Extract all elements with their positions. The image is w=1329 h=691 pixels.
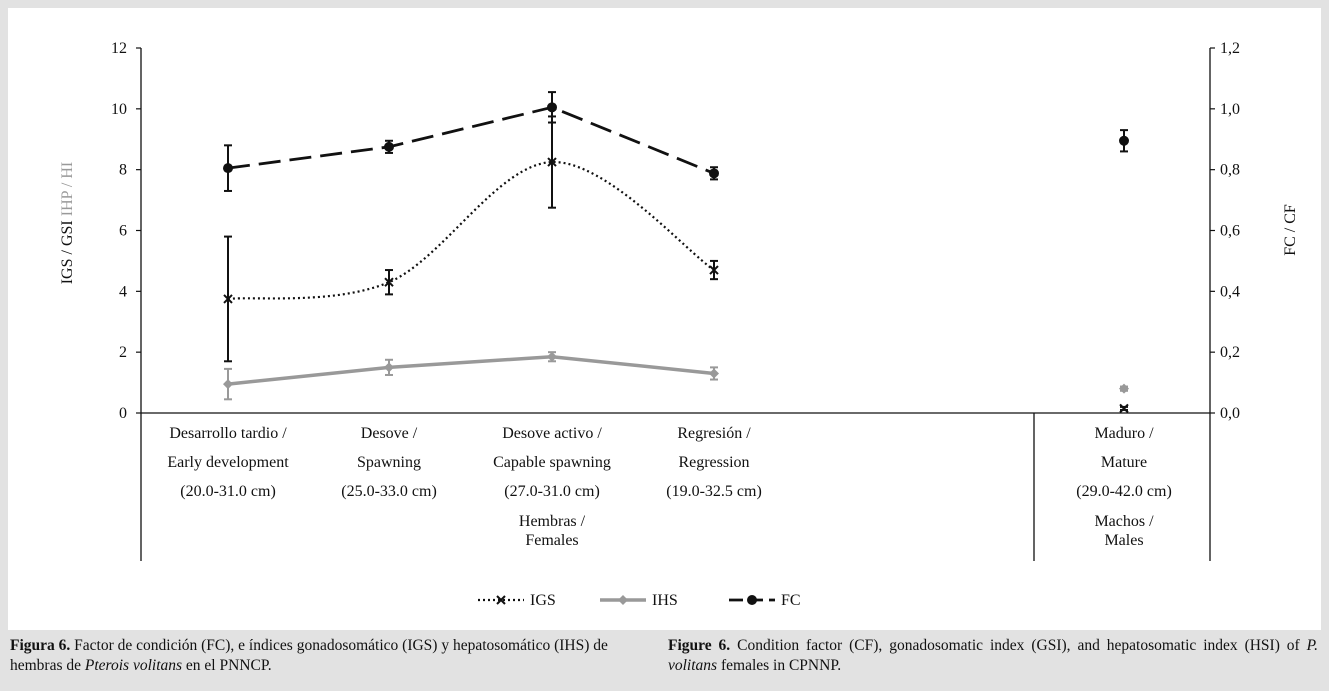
category-label-line1: Maduro / xyxy=(1094,425,1154,442)
category-label-line1: Desove / xyxy=(361,425,418,442)
category-label-line1: Desove activo / xyxy=(502,425,602,442)
category-label-line3: (20.0-31.0 cm) xyxy=(180,483,276,500)
ihs-point xyxy=(223,379,233,390)
left-tick-label: 12 xyxy=(111,40,127,57)
fc-point xyxy=(223,163,233,174)
igs-point xyxy=(547,157,557,167)
chart: 0 2 4 6 8 10 12 0,0 0,2 0,4 0,6 0,8 1,0 1,2 IGS / GSI … xyxy=(59,40,1299,609)
left-tick-label: 10 xyxy=(111,101,127,118)
caption-en-text2: females in CPNNP. xyxy=(717,657,842,674)
fc-point xyxy=(384,141,394,152)
right-tick-label: 1,2 xyxy=(1220,40,1240,57)
igs-point xyxy=(384,277,394,287)
igs-point xyxy=(709,265,719,275)
group-label-line1: Hembras / xyxy=(519,513,586,530)
category-label-line2: Capable spawning xyxy=(493,454,611,471)
category-label-line3: (19.0-32.5 cm) xyxy=(666,483,762,500)
category-label-line1: Regresión / xyxy=(677,425,751,442)
caption-en-text1: Condition factor (CF), gonadosomatic ind… xyxy=(730,637,1307,654)
legend-ihs-label: IHS xyxy=(652,592,678,609)
fc-point xyxy=(709,168,719,179)
right-tick-label: 0,0 xyxy=(1220,405,1240,422)
igs-point xyxy=(223,294,233,304)
right-tick-label: 1,0 xyxy=(1220,101,1240,118)
caption-es-text2: en el PNNCP. xyxy=(182,657,272,674)
right-tick-label: 0,2 xyxy=(1220,344,1240,361)
caption-en-species: P. volitans xyxy=(668,637,1319,674)
caption-es-label: Figura 6. xyxy=(10,637,71,654)
category-label-line2: Early development xyxy=(167,454,289,471)
group-label-line1: Machos / xyxy=(1094,513,1154,530)
fc-male-point xyxy=(1119,135,1129,146)
caption-es-species: Pterois volitans xyxy=(84,657,183,674)
group-label-line2: Females xyxy=(525,532,578,549)
igs-male-point xyxy=(1119,403,1129,414)
legend-igs-label: IGS xyxy=(530,592,556,609)
caption-spanish: Figura 6. Factor de condición (FC), e ín… xyxy=(10,636,650,676)
legend-igs-marker xyxy=(496,595,506,605)
category-label-line1: Desarrollo tardio / xyxy=(169,425,287,442)
ihs-point xyxy=(384,362,394,373)
left-axis-title-hi: IHP / HI xyxy=(59,162,76,217)
caption-en-label: Figure 6. xyxy=(668,637,731,654)
category-label-line2: Spawning xyxy=(357,454,421,471)
legend-fc-marker xyxy=(747,595,757,605)
left-axis-title-gsi: IGS / GSI xyxy=(59,216,76,284)
category-label-line3: (27.0-31.0 cm) xyxy=(504,483,600,500)
caption-es-text1: Factor de condición (FC), e índices gona… xyxy=(10,637,608,674)
category-label-line3: (25.0-33.0 cm) xyxy=(341,483,437,500)
legend-ihs-marker xyxy=(618,595,628,605)
left-axis-title: IGS / GSI IHP / HI xyxy=(59,162,76,285)
left-tick-label: 8 xyxy=(119,162,127,179)
right-tick-label: 0,6 xyxy=(1220,223,1240,240)
figure-panel: 0 2 4 6 8 10 12 0,0 0,2 0,4 0,6 0,8 1,0 1,2 IGS / GSI … xyxy=(8,8,1321,630)
right-tick-label: 0,4 xyxy=(1220,283,1240,300)
igs-series-line xyxy=(227,160,715,301)
left-tick-label: 6 xyxy=(119,223,127,240)
right-tick-label: 0,8 xyxy=(1220,162,1240,179)
left-tick-label: 4 xyxy=(119,283,127,300)
fc-series-line xyxy=(227,105,715,175)
group-label-line2: Males xyxy=(1104,532,1143,549)
caption-english: Figure 6. Condition factor (CF), gonados… xyxy=(668,636,1318,676)
ihs-male-point xyxy=(1119,383,1129,394)
ihs-point xyxy=(709,368,719,379)
right-axis-title: FC / CF xyxy=(1282,204,1299,256)
ihs-point xyxy=(547,351,557,362)
left-tick-label: 0 xyxy=(119,405,127,422)
category-label-line2: Regression xyxy=(678,454,749,471)
left-tick-label: 2 xyxy=(119,344,127,361)
ihs-series-line xyxy=(227,354,715,386)
category-label-line2: Mature xyxy=(1101,454,1147,471)
category-label-line3: (29.0-42.0 cm) xyxy=(1076,483,1172,500)
legend-fc-label: FC xyxy=(781,592,801,609)
fc-point xyxy=(547,102,557,113)
